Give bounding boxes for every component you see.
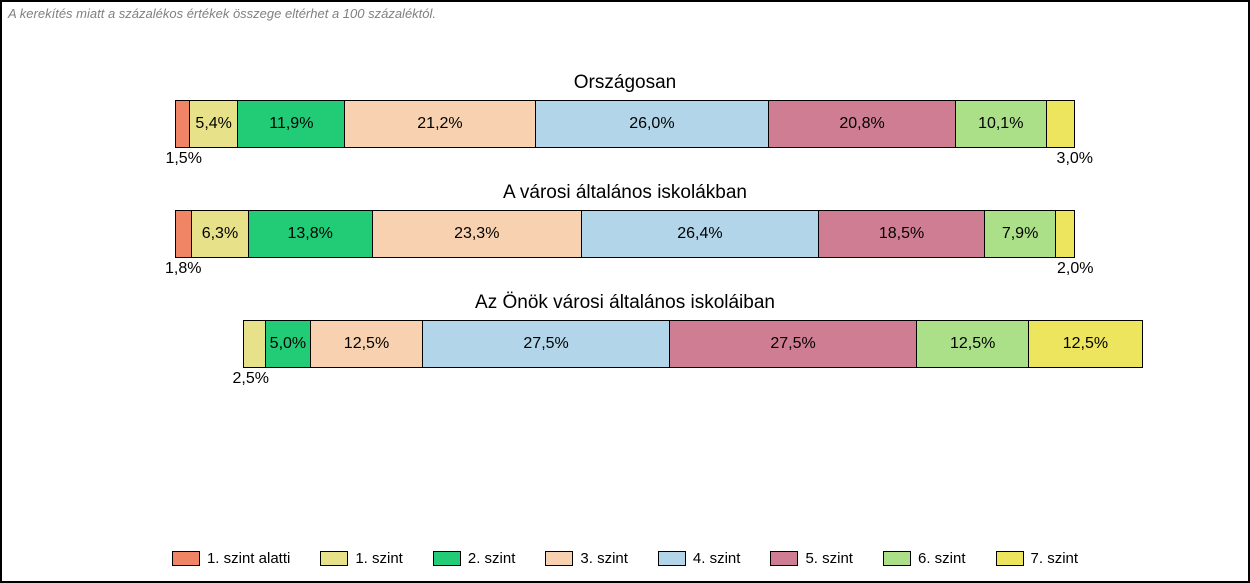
segment-label: 27,5%: [770, 335, 815, 353]
segment-label: 12,5%: [1063, 335, 1108, 353]
legend-label: 2. szint: [468, 550, 516, 567]
legend-item: 2. szint: [433, 550, 516, 567]
legend-item: 1. szint: [320, 550, 403, 567]
stacked-bar: 6,3% 13,8% 23,3% 26,4% 18,5% 7,9%: [175, 210, 1075, 258]
bar-segment: 23,3%: [373, 211, 582, 257]
bar-segment: 5,4%: [190, 101, 238, 147]
bar-title: A városi általános iskolákban: [503, 182, 747, 204]
bar-group: A városi általános iskolákban 6,3% 13,8% 23…: [2, 182, 1248, 258]
legend-label: 7. szint: [1031, 550, 1079, 567]
bar-segment: 26,0%: [536, 101, 769, 147]
segment-label: 11,9%: [269, 115, 313, 133]
legend-item: 4. szint: [658, 550, 741, 567]
bar-segment: 6,3%: [192, 211, 249, 257]
segment-label: 10,1%: [978, 115, 1023, 133]
legend-swatch: [996, 551, 1024, 566]
segment-label: 26,0%: [629, 115, 674, 133]
segment-label: 13,8%: [287, 225, 332, 243]
legend-swatch: [320, 551, 348, 566]
bar-wrapper: 6,3%13,8%23,3%26,4%18,5%7,9%1,8%2,0%: [175, 210, 1075, 258]
bar-segment: 27,5%: [423, 321, 670, 367]
bar-segment: 13,8%: [249, 211, 373, 257]
bar-segment: 27,5%: [670, 321, 917, 367]
bar-segment: [244, 321, 266, 367]
segment-label-below: 1,5%: [165, 150, 201, 168]
bar-segment: 21,2%: [345, 101, 535, 147]
legend-item: 3. szint: [545, 550, 628, 567]
legend-item: 6. szint: [883, 550, 966, 567]
bars-area: Országosan 5,4% 11,9% 21,2% 26,0% 20,8% 10,1% 1…: [2, 72, 1248, 402]
bar-segment: [1047, 101, 1074, 147]
segment-label: 12,5%: [344, 335, 389, 353]
bar-segment: 26,4%: [582, 211, 819, 257]
segment-label: 12,5%: [950, 335, 995, 353]
bar-wrapper: 5,4%11,9%21,2%26,0%20,8%10,1%1,5%3,0%: [175, 100, 1074, 148]
segment-label: 5,0%: [270, 335, 306, 353]
bar-group: Országosan 5,4% 11,9% 21,2% 26,0% 20,8% 10,1%1…: [2, 72, 1248, 148]
bar-segment: 5,0%: [266, 321, 311, 367]
bar-group: Az Önök városi általános iskoláiban 5,0% 1…: [2, 292, 1248, 368]
segment-label: 27,5%: [523, 335, 568, 353]
bar-segment: 10,1%: [956, 101, 1047, 147]
segment-label-below: 3,0%: [1057, 150, 1093, 168]
legend-item: 1. szint alatti: [172, 550, 290, 567]
bar-segment: 20,8%: [769, 101, 956, 147]
bar-title: Országosan: [574, 72, 676, 94]
segment-label: 7,9%: [1002, 225, 1038, 243]
segment-label-below: 2,5%: [233, 370, 269, 388]
legend-swatch: [545, 551, 573, 566]
bar-segment: 18,5%: [819, 211, 985, 257]
bar-title: Az Önök városi általános iskoláiban: [475, 292, 775, 314]
stacked-bar: 5,0% 12,5% 27,5% 27,5% 12,5% 12,5%: [243, 320, 1143, 368]
legend-label: 3. szint: [580, 550, 628, 567]
legend-label: 1. szint: [355, 550, 403, 567]
segment-label: 5,4%: [195, 115, 231, 133]
rounding-note: A kerekítés miatt a százalékos értékek ö…: [2, 2, 1248, 25]
legend-label: 5. szint: [805, 550, 853, 567]
legend-label: 4. szint: [693, 550, 741, 567]
bar-segment: [176, 211, 192, 257]
bar-segment: 7,9%: [985, 211, 1056, 257]
segment-label-below: 2,0%: [1057, 260, 1093, 278]
bar-segment: [1056, 211, 1074, 257]
stacked-bar: 5,4% 11,9% 21,2% 26,0% 20,8% 10,1%: [175, 100, 1074, 148]
segment-label: 20,8%: [839, 115, 884, 133]
legend-item: 7. szint: [996, 550, 1079, 567]
legend-swatch: [770, 551, 798, 566]
bar-wrapper: 5,0%12,5%27,5%27,5%12,5%12,5%2,5%: [243, 320, 1143, 368]
chart-container: A kerekítés miatt a százalékos értékek ö…: [0, 0, 1250, 583]
legend-item: 5. szint: [770, 550, 853, 567]
legend-swatch: [433, 551, 461, 566]
segment-label: 6,3%: [202, 225, 238, 243]
bar-segment: 12,5%: [917, 321, 1029, 367]
legend-label: 6. szint: [918, 550, 966, 567]
segment-label: 26,4%: [677, 225, 722, 243]
legend-swatch: [172, 551, 200, 566]
segment-label: 18,5%: [879, 225, 924, 243]
bar-segment: 11,9%: [238, 101, 345, 147]
legend: 1. szint alatti 1. szint 2. szint 3. szint 4…: [2, 550, 1248, 567]
bar-segment: [176, 101, 189, 147]
legend-label: 1. szint alatti: [207, 550, 290, 567]
bar-segment: 12,5%: [1029, 321, 1141, 367]
segment-label: 21,2%: [417, 115, 462, 133]
segment-label: 23,3%: [454, 225, 499, 243]
segment-label-below: 1,8%: [165, 260, 201, 278]
legend-swatch: [883, 551, 911, 566]
legend-swatch: [658, 551, 686, 566]
bar-segment: 12,5%: [311, 321, 423, 367]
